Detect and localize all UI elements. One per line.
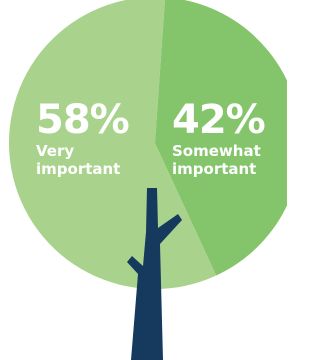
category-label: Very important <box>36 142 126 178</box>
slice-label: 58% Very important <box>36 98 146 178</box>
value-label: 58% <box>36 98 146 142</box>
slice-label: 42% Somewhat important <box>172 98 282 178</box>
category-label: Somewhat important <box>172 142 272 178</box>
infographic: 58% Very important 42% Somewhat importan… <box>0 0 287 360</box>
value-label: 42% <box>172 98 282 142</box>
chart <box>0 0 287 360</box>
